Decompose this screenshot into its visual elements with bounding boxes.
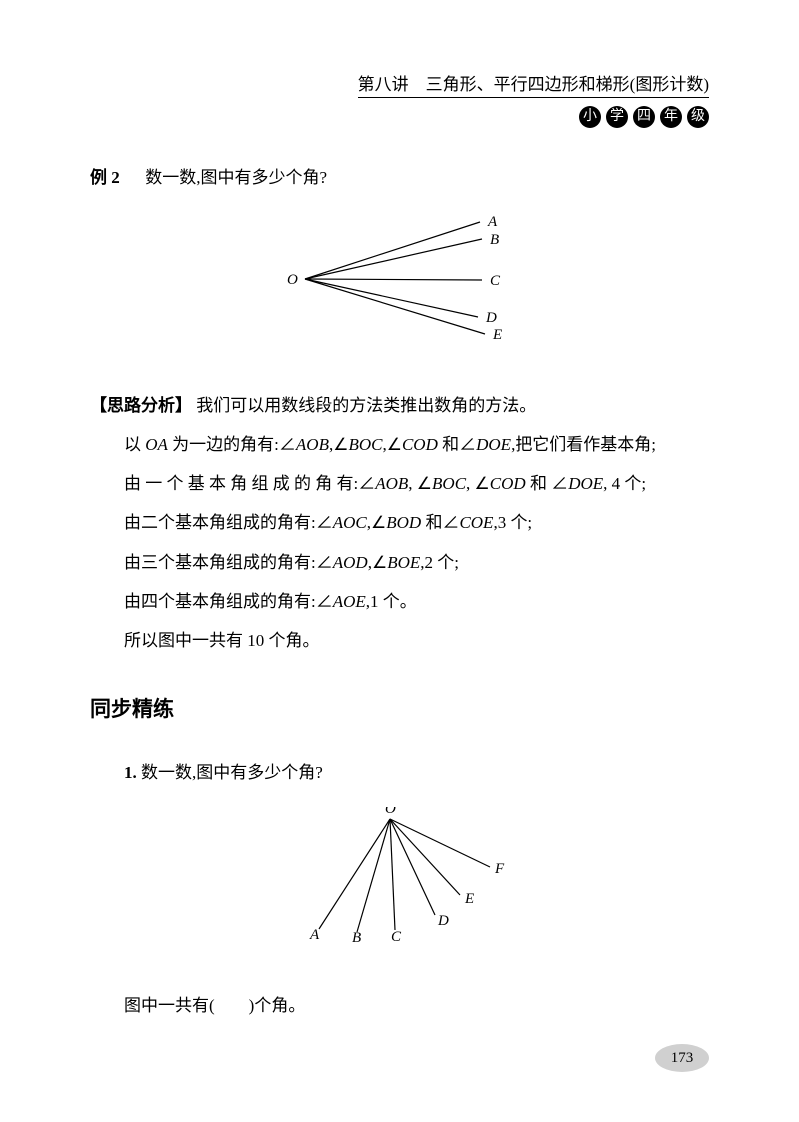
page-number: 173	[655, 1044, 709, 1072]
diagram2-container: A B C DE F O	[90, 807, 709, 961]
analysis-conclusion: 所以图中一共有 10 个角。	[90, 621, 709, 660]
diagram1-container: AB C DE O	[90, 212, 709, 361]
svg-text:A: A	[487, 214, 498, 230]
diagram1: AB C DE O	[270, 212, 530, 347]
analysis-line2: 由 一 个 基 本 角 组 成 的 角 有:∠AOB, ∠BOC, ∠COD 和…	[90, 464, 709, 503]
q1-num: 1.	[124, 763, 137, 782]
badge: 小	[579, 106, 601, 128]
example-question: 数一数,图中有多少个角?	[145, 168, 327, 187]
svg-text:C: C	[391, 929, 402, 945]
example-line: 例 2 数一数,图中有多少个角?	[90, 158, 709, 197]
practice-q1: 1. 数一数,图中有多少个角?	[90, 753, 709, 792]
diagram2: A B C DE F O	[295, 807, 505, 947]
chapter-title: 第八讲 三角形、平行四边形和梯形(图形计数)	[358, 70, 709, 98]
svg-text:C: C	[490, 273, 501, 289]
analysis-intro: 【思路分析】 我们可以用数线段的方法类推出数角的方法。	[90, 386, 709, 425]
badge: 四	[633, 106, 655, 128]
analysis-line5: 由四个基本角组成的角有:∠AOE,1 个。	[90, 582, 709, 621]
svg-text:D: D	[437, 913, 449, 929]
svg-text:B: B	[490, 232, 499, 248]
analysis-line4: 由三个基本角组成的角有:∠AOD,∠BOE,2 个;	[90, 543, 709, 582]
page-number-container: 173	[655, 1044, 709, 1072]
svg-text:B: B	[352, 930, 361, 946]
example-label: 例 2	[90, 168, 120, 187]
svg-text:O: O	[287, 272, 298, 288]
svg-text:D: D	[485, 310, 497, 326]
analysis-label: 【思路分析】	[90, 396, 192, 415]
analysis-line3: 由二个基本角组成的角有:∠AOC,∠BOD 和∠COE,3 个;	[90, 503, 709, 542]
badge: 年	[660, 106, 682, 128]
analysis-intro-text: 我们可以用数线段的方法类推出数角的方法。	[196, 396, 536, 415]
svg-text:E: E	[464, 891, 474, 907]
practice-title: 同步精练	[90, 685, 709, 733]
badge: 级	[687, 106, 709, 128]
grade-badges: 小 学 四 年 级	[90, 106, 709, 128]
header: 第八讲 三角形、平行四边形和梯形(图形计数)	[90, 70, 709, 98]
q1-answer: 图中一共有( )个角。	[90, 986, 709, 1025]
content: 例 2 数一数,图中有多少个角? ABCDEO 【思路分析】 我们可以用数线段的…	[90, 158, 709, 1025]
q1-text: 数一数,图中有多少个角?	[141, 763, 323, 782]
badge: 学	[606, 106, 628, 128]
svg-text:O: O	[385, 807, 396, 817]
svg-text:A: A	[309, 927, 320, 943]
svg-text:E: E	[492, 327, 502, 343]
svg-text:F: F	[494, 861, 505, 877]
analysis-line1: 以 OA 为一边的角有:∠AOB,∠BOC,∠COD 和∠DOE,把它们看作基本…	[90, 425, 709, 464]
